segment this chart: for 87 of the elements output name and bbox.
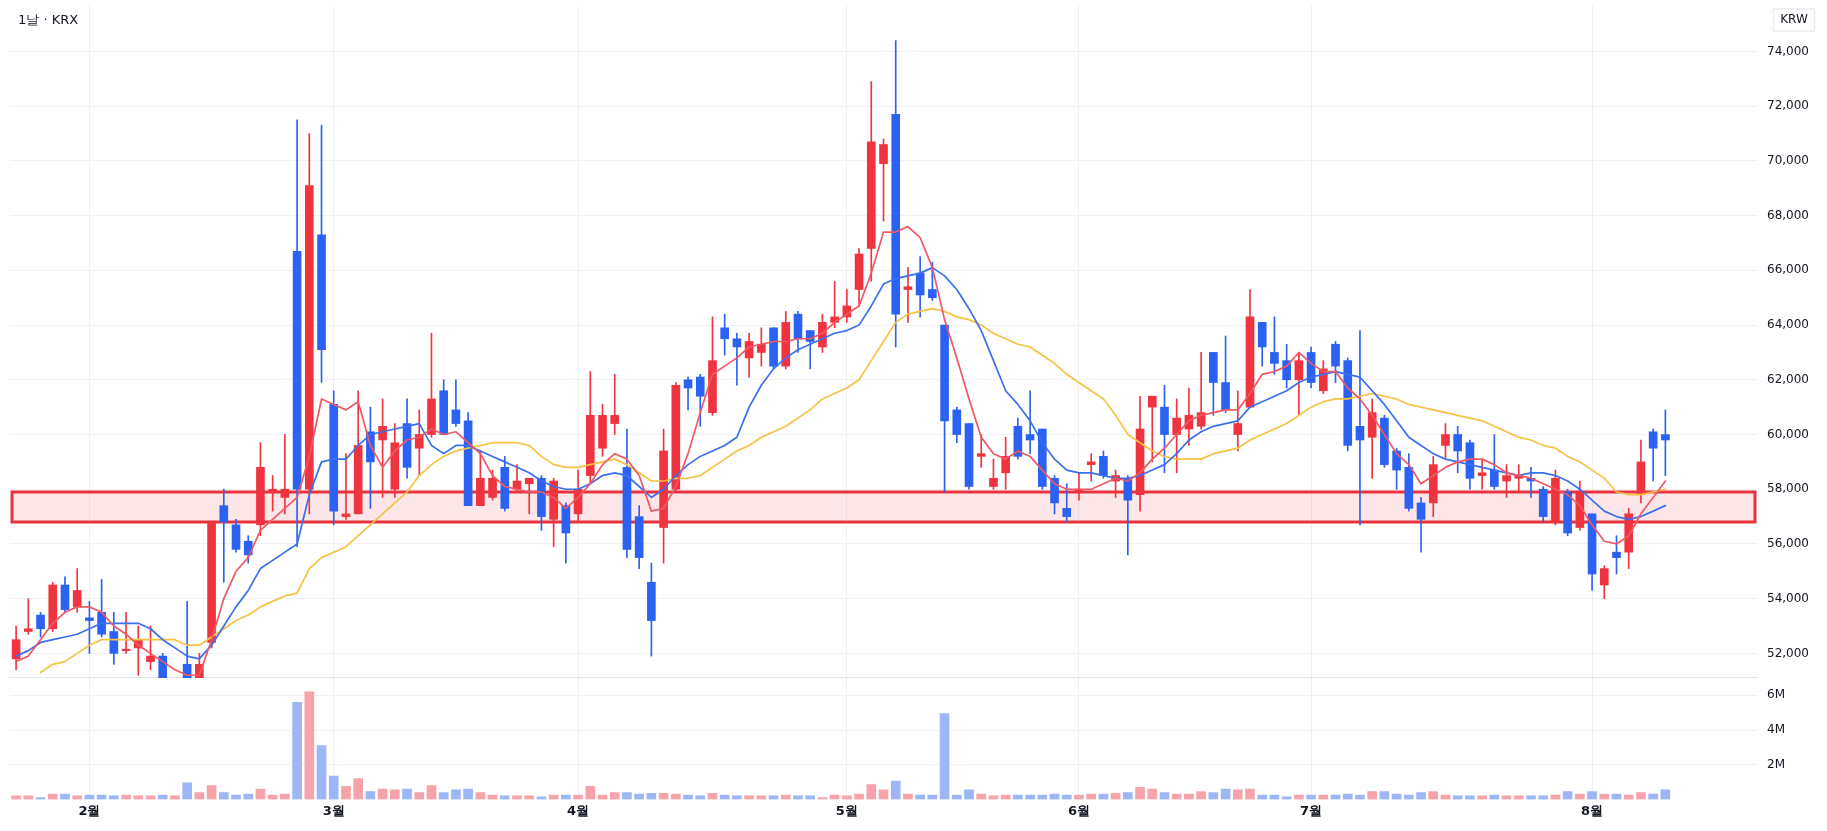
bar [817,797,828,800]
bar [60,793,70,800]
bar [463,788,473,800]
x-tick-label: 7월 [1300,802,1323,818]
x-tick-label: 6월 [1067,802,1090,818]
bar [1428,791,1439,800]
bar [292,701,302,800]
bar [316,745,327,800]
x-tick-label: 2월 [78,802,101,818]
bar [854,793,864,800]
bar [1648,793,1658,800]
y-tick-label: 72,000 [1767,98,1809,113]
y-tick-label: 2M [1767,756,1785,771]
y-axis-title: KRW [1780,12,1808,27]
bar [1147,788,1158,800]
bar [1575,793,1585,800]
bar [609,792,620,800]
candlestick [24,598,33,635]
bar [1159,792,1170,800]
bar [218,792,229,800]
y-tick-label: 52,000 [1767,645,1809,660]
bar [939,713,950,800]
bar [1562,791,1573,800]
bar [341,786,351,800]
bar [304,691,315,800]
bar [194,792,205,800]
bar [964,789,974,800]
bar [280,793,290,800]
y-tick-label: 64,000 [1767,317,1809,332]
bar [1208,792,1219,800]
y-tick-label: 70,000 [1767,153,1809,168]
y-tick-label: 58,000 [1767,481,1809,496]
bar [243,793,254,800]
x-tick-label: 5월 [835,802,858,818]
y-tick-label: 66,000 [1767,262,1809,277]
bar [1232,789,1243,800]
bar [903,793,913,800]
bar [328,775,339,800]
bar [353,778,364,800]
x-tick-label: 4월 [567,802,590,818]
bar [206,785,217,800]
bar [866,784,877,800]
bar [976,793,987,800]
y-tick-label: 6M [1767,687,1785,702]
text: 1날 · KRX [18,12,79,28]
bar [1599,793,1610,800]
bar [1245,788,1255,800]
bar [1184,793,1194,800]
bar [1587,791,1597,800]
bar [475,792,486,800]
bar [438,792,449,800]
bar [1342,793,1353,800]
bar [35,797,46,800]
bar [1379,791,1390,800]
candlestick [976,434,986,468]
y-tick-label: 62,000 [1767,371,1809,386]
bar [1281,796,1292,800]
bar [634,793,644,800]
bar [426,785,437,800]
y-tick-label: 74,000 [1767,43,1809,58]
bar [670,793,681,800]
bar [365,791,376,800]
bar [182,782,192,800]
y-tick-label: 56,000 [1767,536,1809,551]
bar [47,793,58,800]
bar [1367,791,1377,800]
x-tick-label: 3월 [322,802,345,818]
bar [402,788,412,800]
bar [1171,793,1182,800]
y-tick-label: 4M [1767,722,1785,737]
bar [414,792,425,800]
bar [1196,791,1206,800]
x-tick-label: 8월 [1581,802,1604,818]
bar [585,786,596,800]
bar [536,796,547,800]
y-tick-label: 54,000 [1767,590,1809,605]
bar [1636,792,1646,800]
bar [1416,792,1426,800]
bar [451,789,461,800]
bar [390,789,400,800]
y-tick-label: 60,000 [1767,426,1809,441]
bar [890,780,901,800]
bar [1086,793,1097,800]
y-tick-label: 68,000 [1767,207,1809,222]
bar [622,792,632,800]
bar [1123,792,1133,800]
bar [1135,786,1145,800]
